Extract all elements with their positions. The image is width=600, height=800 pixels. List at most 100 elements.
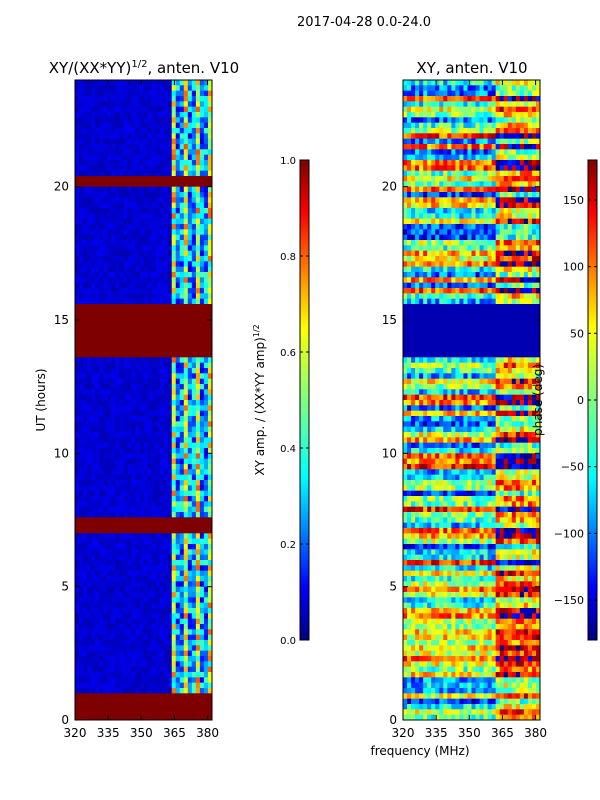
heatmap-cell [123,80,128,86]
heatmap-cell [475,170,480,177]
heatmap-cell [191,229,197,236]
heatmap-cell [435,208,440,214]
heatmap-cell [135,576,140,582]
heatmap-cell [191,512,197,518]
heatmap-cell [75,517,80,524]
heatmap-cell [503,186,509,193]
heatmap-cell [207,298,213,305]
heatmap-cell [159,202,165,209]
heatmap-cell [191,410,197,417]
heatmap-cell [483,197,489,204]
heatmap-cell [91,453,96,460]
heatmap-cell [139,213,144,220]
heatmap-cell [75,181,80,188]
heatmap-cell [207,330,213,337]
heatmap-cell [191,698,197,705]
heatmap-cell [139,512,144,518]
heatmap-cell [127,586,132,593]
heatmap-cell [163,405,169,412]
heatmap-cell [131,378,136,385]
heatmap-cell [179,618,185,625]
heatmap-cell [131,576,136,582]
heatmap-cell [495,144,501,150]
amplitude-title-tail: , anten. V10 [147,59,239,77]
heatmap-cell [531,117,537,124]
heatmap-cell [115,293,120,300]
heatmap-cell [515,128,521,134]
heatmap-cell [99,330,104,337]
heatmap-cell [507,186,513,193]
heatmap-cell [159,149,165,156]
heatmap-cell [99,490,104,497]
heatmap-cell [167,378,173,385]
heatmap-cell [187,698,193,705]
heatmap-cell [195,533,201,540]
heatmap-cell [167,165,173,172]
heatmap-cell [131,176,136,182]
heatmap-cell [83,325,88,332]
heatmap-cell [183,645,189,652]
heatmap-cell [187,586,193,593]
heatmap-cell [115,80,120,86]
heatmap-cell [75,330,80,337]
heatmap-cell [207,565,213,572]
heatmap-cell [179,453,185,460]
heatmap-cell [203,592,209,598]
heatmap-cell [419,85,424,92]
heatmap-cell [75,480,80,486]
heatmap-cell [203,213,209,220]
heatmap-cell [175,378,181,385]
heatmap-cell [91,608,96,614]
heatmap-cell [79,293,84,300]
heatmap-cell [203,80,209,86]
heatmap-cell [123,144,128,150]
heatmap-cell [187,666,193,673]
heatmap-cell [107,426,112,433]
heatmap-cell [199,682,205,689]
heatmap-cell [135,512,140,518]
heatmap-cell [411,176,416,182]
heatmap-cell [95,698,100,705]
heatmap-cell [475,154,480,161]
heatmap-cell [103,117,108,124]
heatmap-cell [191,240,197,246]
heatmap-cell [431,133,436,140]
heatmap-cell [171,357,177,364]
heatmap-cell [127,501,132,508]
heatmap-cell [179,682,185,689]
heatmap-cell [443,202,448,209]
heatmap-cell [99,85,104,92]
heatmap-cell [83,101,88,108]
heatmap-cell [195,714,201,721]
heatmap-cell [435,101,440,108]
heatmap-cell [179,320,185,326]
heatmap-cell [155,186,161,193]
heatmap-cell [187,208,193,214]
heatmap-cell [79,277,84,284]
heatmap-cell [159,533,165,540]
heatmap-cell [435,165,440,172]
heatmap-cell [151,320,156,326]
heatmap-cell [147,133,152,140]
heatmap-cell [115,282,120,289]
heatmap-cell [179,309,185,316]
heatmap-cell [75,490,80,497]
heatmap-cell [131,208,136,214]
heatmap-cell [463,202,468,209]
heatmap-cell [95,544,100,550]
heatmap-cell [107,293,112,300]
heatmap-cell [203,389,209,396]
heatmap-cell [163,149,169,156]
heatmap-cell [447,165,452,172]
heatmap-cell [131,442,136,449]
heatmap-cell [115,197,120,204]
heatmap-cell [179,218,185,225]
heatmap-cell [159,282,165,289]
heatmap-cell [95,181,100,188]
heatmap-cell [507,117,513,124]
heatmap-cell [151,485,156,492]
heatmap-cell [139,474,144,481]
heatmap-cell [535,96,541,102]
heatmap-cell [403,144,408,150]
heatmap-cell [191,176,197,182]
